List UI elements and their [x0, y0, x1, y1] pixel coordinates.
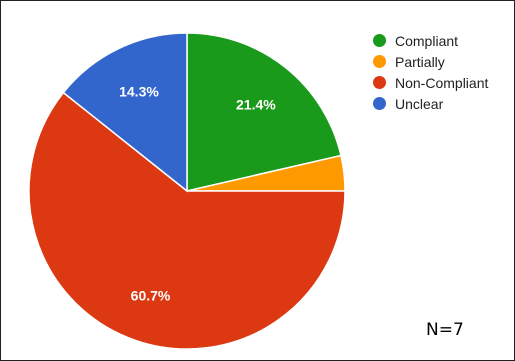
- legend-label: Partially: [395, 53, 445, 70]
- slice-label-non-compliant: 60.7%: [131, 287, 171, 303]
- pie-slice-non-compliant: [28, 91, 346, 350]
- pie-slice-compliant: [186, 32, 342, 192]
- legend-item: Non-Compliant: [373, 72, 488, 93]
- legend-swatch: [373, 55, 386, 68]
- legend-label: Compliant: [395, 32, 459, 49]
- legend-item: Unclear: [373, 93, 488, 114]
- slice-label-unclear: 14.3%: [119, 83, 159, 99]
- legend-item: Partially: [373, 51, 488, 72]
- legend-swatch: [373, 34, 386, 47]
- legend-label: Unclear: [395, 95, 444, 112]
- legend-swatch: [373, 76, 386, 89]
- sample-size-note: N=7: [426, 320, 464, 340]
- pie-slice-unclear: [62, 32, 188, 193]
- legend: Compliant Partially Non-Compliant Unclear: [373, 30, 488, 114]
- slice-label-compliant: 21.4%: [236, 96, 276, 112]
- legend-swatch: [373, 97, 386, 110]
- legend-item: Compliant: [373, 30, 488, 51]
- legend-label: Non-Compliant: [395, 74, 489, 91]
